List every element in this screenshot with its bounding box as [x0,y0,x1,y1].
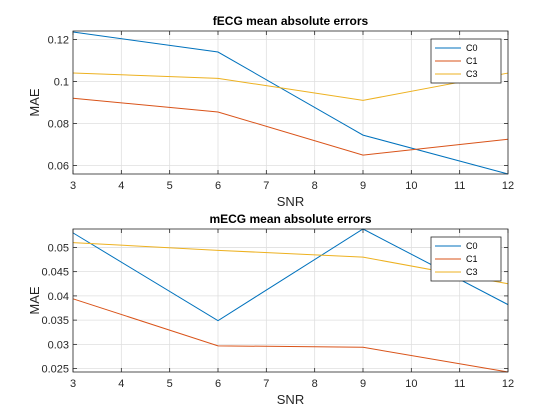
y-tick-label: 0.1 [54,76,69,88]
x-tick-label: 9 [360,180,366,192]
y-tick-label: 0.08 [48,119,69,131]
x-tick-label: 10 [405,378,417,390]
legend-label-c0: C0 [466,241,478,251]
x-tick-label: 12 [502,378,514,390]
fecg-chart-panel: 3 4 5 6 7 8 9 10 11 12 0.06 0.08 0.1 0.12 fECG mean ab… [27,14,514,209]
y-tick-label: 0.025 [41,364,69,376]
x-axis-label: SNR [277,392,304,407]
legend: C0 C1 C3 [430,236,502,282]
chart-title: mECG mean absolute errors [209,212,371,226]
y-tick-label: 0.035 [41,315,69,327]
y-tick-label: 0.03 [48,339,69,351]
x-tick-label: 7 [263,378,269,390]
legend-label-c3: C3 [466,267,478,277]
x-tick-label: 8 [312,180,318,192]
axes-box [72,228,509,373]
x-axis-label: SNR [277,194,304,209]
series-line-c0 [72,31,509,175]
y-axis-label: MAE [27,88,42,117]
x-tick-label: 6 [215,180,221,192]
x-tick-label: 10 [405,180,417,192]
y-axis-label: MAE [27,286,42,315]
y-tick-label: 0.05 [48,242,69,254]
legend-label-c1: C1 [466,56,478,66]
legend-label-c3: C3 [466,69,478,79]
y-tick-label: 0.04 [48,291,69,303]
x-tick-label: 11 [454,378,465,390]
x-tick-label: 12 [502,180,514,192]
x-tick-label: 5 [167,180,173,192]
x-tick-label: 3 [70,378,76,390]
x-tick-label: 4 [118,378,124,390]
axes-box [72,30,509,175]
series-line-c3 [72,72,509,101]
x-tick-label: 11 [454,180,465,192]
y-tick-label: 0.06 [48,161,69,173]
legend-label-c1: C1 [466,254,478,264]
legend-label-c0: C0 [466,43,478,53]
y-tick-label: 0.045 [41,267,69,279]
mecg-chart-panel: 3 4 5 6 7 8 9 10 11 12 0.025 0.03 0.035 0.04 0.045 0.05… [27,212,514,407]
chart-title: fECG mean absolute errors [213,14,369,28]
x-tick-label: 7 [263,180,269,192]
y-tick-label: 0.12 [48,34,69,46]
series-line-c1 [72,97,509,156]
x-tick-label: 4 [118,180,124,192]
legend: C0 C1 C3 [430,38,502,84]
x-tick-label: 5 [167,378,173,390]
x-tick-label: 6 [215,378,221,390]
x-tick-label: 8 [312,378,318,390]
x-tick-label: 9 [360,378,366,390]
x-tick-label: 3 [70,180,76,192]
series-line-c1 [72,298,509,373]
